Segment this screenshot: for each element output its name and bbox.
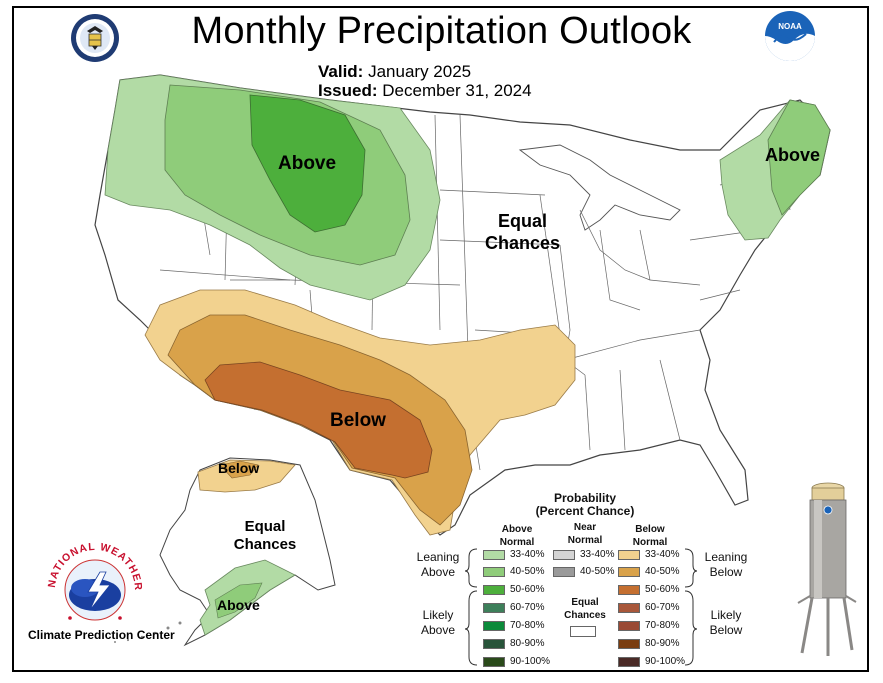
org-name: Climate Prediction Center — [28, 628, 175, 642]
legend-col-near-line1: Near — [573, 522, 597, 533]
legend-equal-line1: Equal — [571, 597, 599, 608]
swatch-above-6-label: 90-100% — [510, 656, 551, 667]
swatch-above-2-label: 50-60% — [510, 584, 545, 595]
swatch-equal-chances — [570, 626, 596, 637]
label-alaska-equal-line1: Equal — [244, 518, 286, 535]
swatch-below-5-label: 80-90% — [645, 638, 680, 649]
legend-col-above: Above Normal — [487, 523, 547, 549]
label-equal-chances-line1: Equal — [497, 211, 547, 231]
swatch-above-4 — [483, 621, 505, 631]
label-alaska-equal-line2: Chances — [233, 536, 297, 553]
label-above-northwest: Above — [278, 153, 337, 174]
swatch-above-1-label: 40-50% — [510, 566, 545, 577]
valid-line: Valid: January 2025 — [318, 62, 471, 82]
issued-value: December 31, 2024 — [382, 81, 532, 100]
legend-brace-left — [464, 548, 478, 666]
swatch-above-0-label: 33-40% — [510, 549, 545, 560]
valid-value: January 2025 — [368, 62, 472, 81]
aleutian-islands — [114, 621, 182, 643]
swatch-below-0 — [618, 550, 640, 560]
swatch-below-4-label: 70-80% — [645, 620, 680, 631]
swatch-above-5 — [483, 639, 505, 649]
swatch-below-0-label: 33-40% — [645, 549, 680, 560]
legend-col-near: Near Normal — [555, 521, 615, 547]
swatch-near-1-label: 40-50% — [580, 566, 615, 577]
swatch-below-5 — [618, 639, 640, 649]
issued-label: Issued: — [318, 81, 378, 100]
legend-likely-above-line2: Above — [420, 623, 456, 637]
legend: Probability (Percent Chance) Above Norma… — [405, 488, 747, 668]
legend-leaning-below: Leaning Below — [695, 550, 757, 580]
legend-equal-chances: Equal Chances — [555, 596, 615, 622]
swatch-above-3 — [483, 603, 505, 613]
label-equal-chances: Equal Chances — [475, 210, 570, 254]
noaa-logo-icon: NOAA — [765, 11, 815, 61]
alaska-above-inner — [214, 582, 263, 619]
noaa-text: NOAA — [778, 22, 802, 31]
legend-title: Probability (Percent Chance) — [505, 492, 665, 518]
swatch-near-0 — [553, 550, 575, 560]
rain-gauge-icon — [797, 482, 857, 656]
label-equal-chances-line2: Chances — [484, 233, 561, 253]
label-below-south: Below — [330, 410, 386, 431]
swatch-below-4 — [618, 621, 640, 631]
alaska-below — [197, 459, 296, 493]
legend-likely-below-line1: Likely — [710, 608, 742, 622]
swatch-above-6 — [483, 657, 505, 667]
page-title: Monthly Precipitation Outlook — [191, 10, 692, 52]
label-alaska-equal-chances: Equal Chances — [230, 518, 300, 554]
swatch-below-1 — [618, 567, 640, 577]
legend-col-below-line2: Normal — [632, 537, 668, 548]
south-below-50-60 — [204, 361, 433, 479]
legend-likely-below-line2: Below — [709, 623, 743, 637]
legend-col-below: Below Normal — [620, 523, 680, 549]
swatch-below-3-label: 60-70% — [645, 602, 680, 613]
swatch-below-6 — [618, 657, 640, 667]
swatch-above-2 — [483, 585, 505, 595]
legend-likely-above: Likely Above — [409, 608, 467, 638]
legend-brace-right — [684, 548, 698, 666]
swatch-above-0 — [483, 550, 505, 560]
legend-equal-line2: Chances — [564, 610, 606, 621]
legend-leaning-above-line1: Leaning — [416, 550, 460, 564]
label-above-northeast: Above — [765, 145, 821, 165]
legend-col-below-line1: Below — [635, 524, 665, 535]
label-alaska-above: Above — [217, 597, 260, 613]
swatch-above-5-label: 80-90% — [510, 638, 545, 649]
legend-title-line2: (Percent Chance) — [535, 504, 635, 518]
legend-col-above-line1: Above — [501, 524, 533, 535]
legend-below-swatches: 33-40% 40-50% 50-60% 60-70% 70-80% 80-90… — [618, 548, 693, 668]
swatch-near-0-label: 33-40% — [580, 549, 615, 560]
swatch-near-1 — [553, 567, 575, 577]
nws-logo-icon: NATIONAL WEATHER SERVICE — [40, 540, 143, 621]
great-lakes — [518, 144, 681, 231]
swatch-above-1 — [483, 567, 505, 577]
swatch-below-6-label: 90-100% — [645, 656, 686, 667]
legend-near-swatches: 33-40% 40-50% — [553, 548, 623, 588]
swatch-below-3 — [618, 603, 640, 613]
legend-leaning-below-line1: Leaning — [704, 550, 748, 564]
legend-title-line1: Probability — [553, 491, 616, 505]
legend-col-above-line2: Normal — [499, 537, 535, 548]
label-alaska-below: Below — [218, 460, 260, 476]
legend-leaning-below-line2: Below — [709, 565, 743, 579]
alaska-below-inner — [219, 460, 259, 479]
legend-likely-below: Likely Below — [695, 608, 757, 638]
swatch-below-1-label: 40-50% — [645, 566, 680, 577]
swatch-above-4-label: 70-80% — [510, 620, 545, 631]
legend-leaning-above-line2: Above — [420, 565, 456, 579]
commerce-seal-icon — [71, 14, 119, 62]
nw-above-50-60 — [249, 94, 366, 233]
valid-label: Valid: — [318, 62, 364, 81]
issued-line: Issued: December 31, 2024 — [318, 81, 532, 101]
legend-likely-above-line1: Likely — [422, 608, 454, 622]
legend-leaning-above: Leaning Above — [409, 550, 467, 580]
ne-above-40-50 — [767, 99, 831, 216]
legend-above-swatches: 33-40% 40-50% 50-60% 60-70% 70-80% 80-90… — [483, 548, 553, 668]
swatch-below-2 — [618, 585, 640, 595]
swatch-below-2-label: 50-60% — [645, 584, 680, 595]
swatch-above-3-label: 60-70% — [510, 602, 545, 613]
legend-col-near-line2: Normal — [567, 535, 603, 546]
